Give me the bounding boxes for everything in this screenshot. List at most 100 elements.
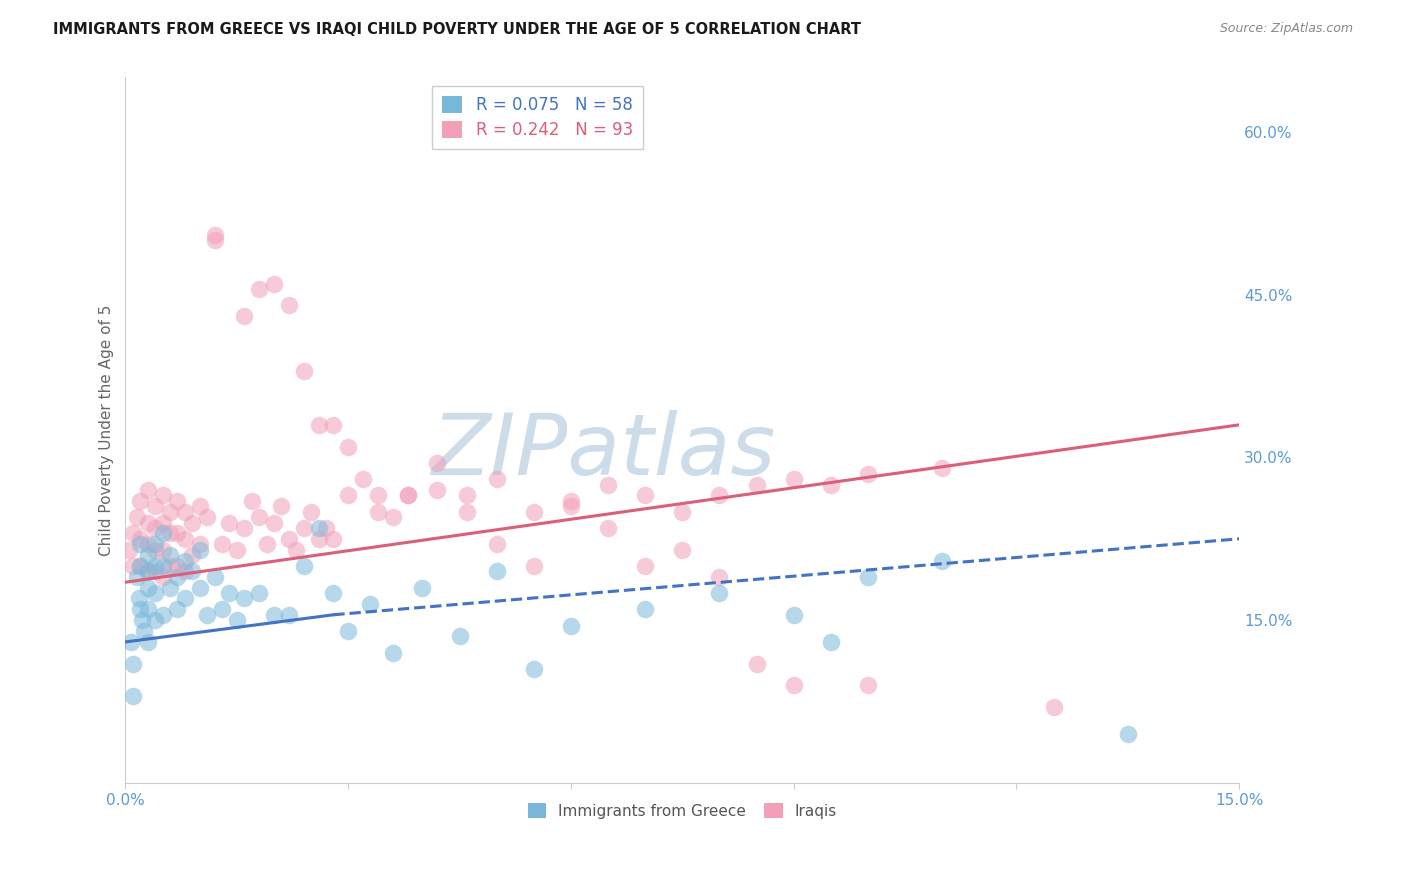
Point: [247, 586, 270, 600]
Point: [166, 526, 188, 541]
Point: [456, 488, 478, 502]
Point: [256, 537, 278, 551]
Point: [136, 548, 159, 562]
Point: [426, 456, 449, 470]
Point: [188, 537, 211, 551]
Point: [159, 505, 181, 519]
Text: ZIPatlas: ZIPatlas: [432, 410, 776, 493]
Point: [598, 477, 620, 491]
Y-axis label: Child Poverty Under the Age of 5: Child Poverty Under the Age of 5: [100, 304, 114, 556]
Point: [143, 558, 166, 573]
Point: [931, 461, 953, 475]
Point: [122, 689, 145, 703]
Point: [634, 488, 657, 502]
Point: [308, 532, 330, 546]
Point: [745, 477, 768, 491]
Point: [188, 500, 211, 514]
Point: [152, 488, 174, 502]
Point: [277, 607, 299, 622]
Point: [709, 586, 731, 600]
Point: [129, 537, 152, 551]
Point: [136, 516, 159, 530]
Point: [152, 516, 174, 530]
Point: [218, 516, 240, 530]
Point: [159, 548, 181, 562]
Point: [188, 581, 211, 595]
Point: [188, 542, 211, 557]
Point: [159, 558, 181, 573]
Point: [1042, 700, 1064, 714]
Point: [745, 657, 768, 671]
Point: [322, 417, 344, 432]
Point: [456, 505, 478, 519]
Point: [931, 553, 953, 567]
Point: [204, 233, 226, 247]
Point: [285, 542, 308, 557]
Point: [129, 602, 152, 616]
Point: [118, 542, 141, 557]
Point: [143, 500, 166, 514]
Point: [128, 591, 150, 606]
Point: [195, 510, 218, 524]
Point: [308, 521, 330, 535]
Point: [166, 570, 188, 584]
Point: [159, 581, 181, 595]
Point: [396, 488, 419, 502]
Point: [136, 565, 159, 579]
Point: [122, 526, 145, 541]
Point: [125, 510, 148, 524]
Point: [783, 472, 806, 486]
Point: [136, 635, 159, 649]
Point: [143, 542, 166, 557]
Point: [129, 493, 152, 508]
Point: [292, 363, 315, 377]
Point: [152, 526, 174, 541]
Point: [143, 613, 166, 627]
Point: [560, 618, 582, 632]
Point: [233, 521, 256, 535]
Point: [671, 542, 693, 557]
Text: IMMIGRANTS FROM GREECE VS IRAQI CHILD POVERTY UNDER THE AGE OF 5 CORRELATION CHA: IMMIGRANTS FROM GREECE VS IRAQI CHILD PO…: [53, 22, 862, 37]
Point: [523, 558, 546, 573]
Point: [225, 542, 247, 557]
Point: [523, 505, 546, 519]
Point: [352, 472, 374, 486]
Point: [136, 537, 159, 551]
Point: [159, 526, 181, 541]
Point: [129, 532, 152, 546]
Point: [143, 521, 166, 535]
Point: [181, 565, 204, 579]
Point: [247, 282, 270, 296]
Point: [485, 565, 508, 579]
Point: [337, 440, 360, 454]
Point: [211, 602, 233, 616]
Point: [233, 591, 256, 606]
Point: [122, 657, 145, 671]
Point: [204, 227, 226, 242]
Point: [173, 505, 195, 519]
Point: [396, 488, 419, 502]
Point: [381, 510, 404, 524]
Point: [856, 570, 879, 584]
Legend: Immigrants from Greece, Iraqis: Immigrants from Greece, Iraqis: [522, 797, 844, 825]
Point: [247, 510, 270, 524]
Point: [152, 607, 174, 622]
Point: [263, 516, 285, 530]
Point: [315, 521, 337, 535]
Point: [292, 558, 315, 573]
Point: [560, 493, 582, 508]
Point: [136, 581, 159, 595]
Point: [856, 678, 879, 692]
Point: [449, 630, 471, 644]
Point: [173, 553, 195, 567]
Point: [367, 505, 389, 519]
Point: [783, 678, 806, 692]
Point: [233, 310, 256, 324]
Point: [299, 505, 322, 519]
Point: [634, 558, 657, 573]
Point: [277, 298, 299, 312]
Point: [143, 565, 166, 579]
Point: [181, 516, 204, 530]
Point: [411, 581, 433, 595]
Point: [152, 558, 174, 573]
